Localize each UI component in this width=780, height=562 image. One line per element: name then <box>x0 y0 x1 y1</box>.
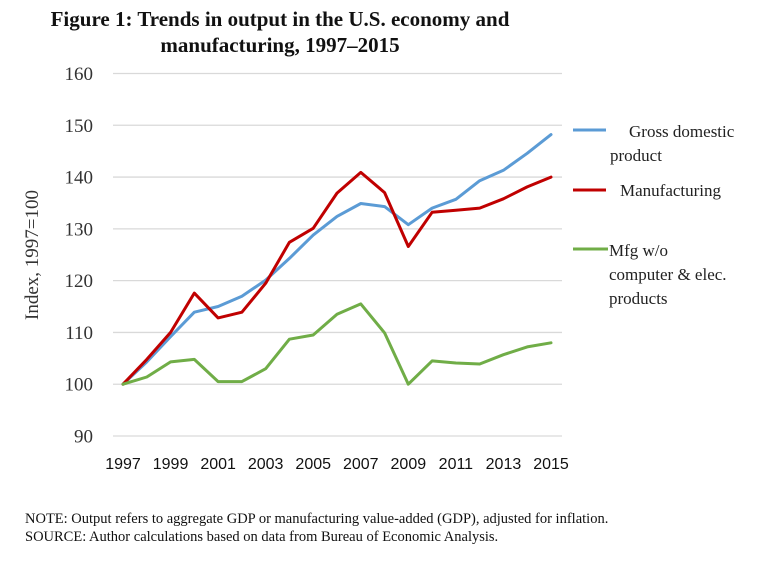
x-tick-label: 2011 <box>439 456 474 473</box>
series-line-1 <box>121 170 553 386</box>
x-tick-label: 1999 <box>153 456 189 473</box>
legend: Gross domestic product Manufacturing Mfg w/… <box>573 122 735 308</box>
legend-label: product <box>610 146 662 165</box>
legend-label: Gross domestic <box>629 122 735 141</box>
legend-label: Manufacturing <box>620 181 722 200</box>
y-tick-label: 130 <box>65 219 94 240</box>
legend-label: products <box>609 289 668 308</box>
legend-item-2: Mfg w/o computer & elec. products <box>573 241 727 308</box>
x-tick-label: 2001 <box>200 456 236 473</box>
legend-label: computer & elec. <box>609 265 727 284</box>
y-tick-label: 150 <box>65 116 94 137</box>
legend-item-1: Manufacturing <box>573 181 722 200</box>
series-lines <box>121 133 553 386</box>
x-tick-label: 2015 <box>533 456 569 473</box>
chart-title-line-2: manufacturing, 1997–2015 <box>160 33 400 57</box>
x-tick-label: 2009 <box>391 456 427 473</box>
source-text: SOURCE: Author calculations based on dat… <box>25 529 499 545</box>
gridlines <box>113 72 562 437</box>
series-line-2 <box>121 302 553 386</box>
x-axis-ticks: 1997 1999 2001 2003 2005 2007 2009 2011 2013 2015 <box>105 456 569 473</box>
y-tick-label: 110 <box>65 323 93 344</box>
series-line-0 <box>121 133 553 386</box>
chart-title-line-1: Figure 1: Trends in output in the U.S. e… <box>50 7 510 31</box>
legend-label: Mfg w/o <box>609 241 668 260</box>
y-axis-label: Index, 1997=100 <box>22 190 43 320</box>
chart-notes: NOTE: Output refers to aggregate GDP or … <box>25 510 608 546</box>
x-tick-label: 2007 <box>343 456 379 473</box>
x-tick-label: 2013 <box>486 456 522 473</box>
y-tick-label: 90 <box>74 427 93 448</box>
note-text: NOTE: Output refers to aggregate GDP or … <box>25 511 609 527</box>
legend-item-0: Gross domestic product <box>573 122 735 165</box>
y-tick-label: 140 <box>65 168 94 189</box>
y-tick-label: 120 <box>65 271 94 292</box>
chart-title: Figure 1: Trends in output in the U.S. e… <box>0 6 560 58</box>
x-tick-label: 1997 <box>105 456 141 473</box>
y-tick-label: 100 <box>65 375 94 396</box>
y-axis-ticks: 90 100 110 120 130 140 150 160 <box>65 64 94 448</box>
x-tick-label: 2005 <box>295 456 331 473</box>
x-tick-label: 2003 <box>248 456 284 473</box>
line-chart: 90 100 110 120 130 140 150 160 1997 1999 2001 2003… <box>22 64 735 473</box>
y-tick-label: 160 <box>65 64 94 85</box>
